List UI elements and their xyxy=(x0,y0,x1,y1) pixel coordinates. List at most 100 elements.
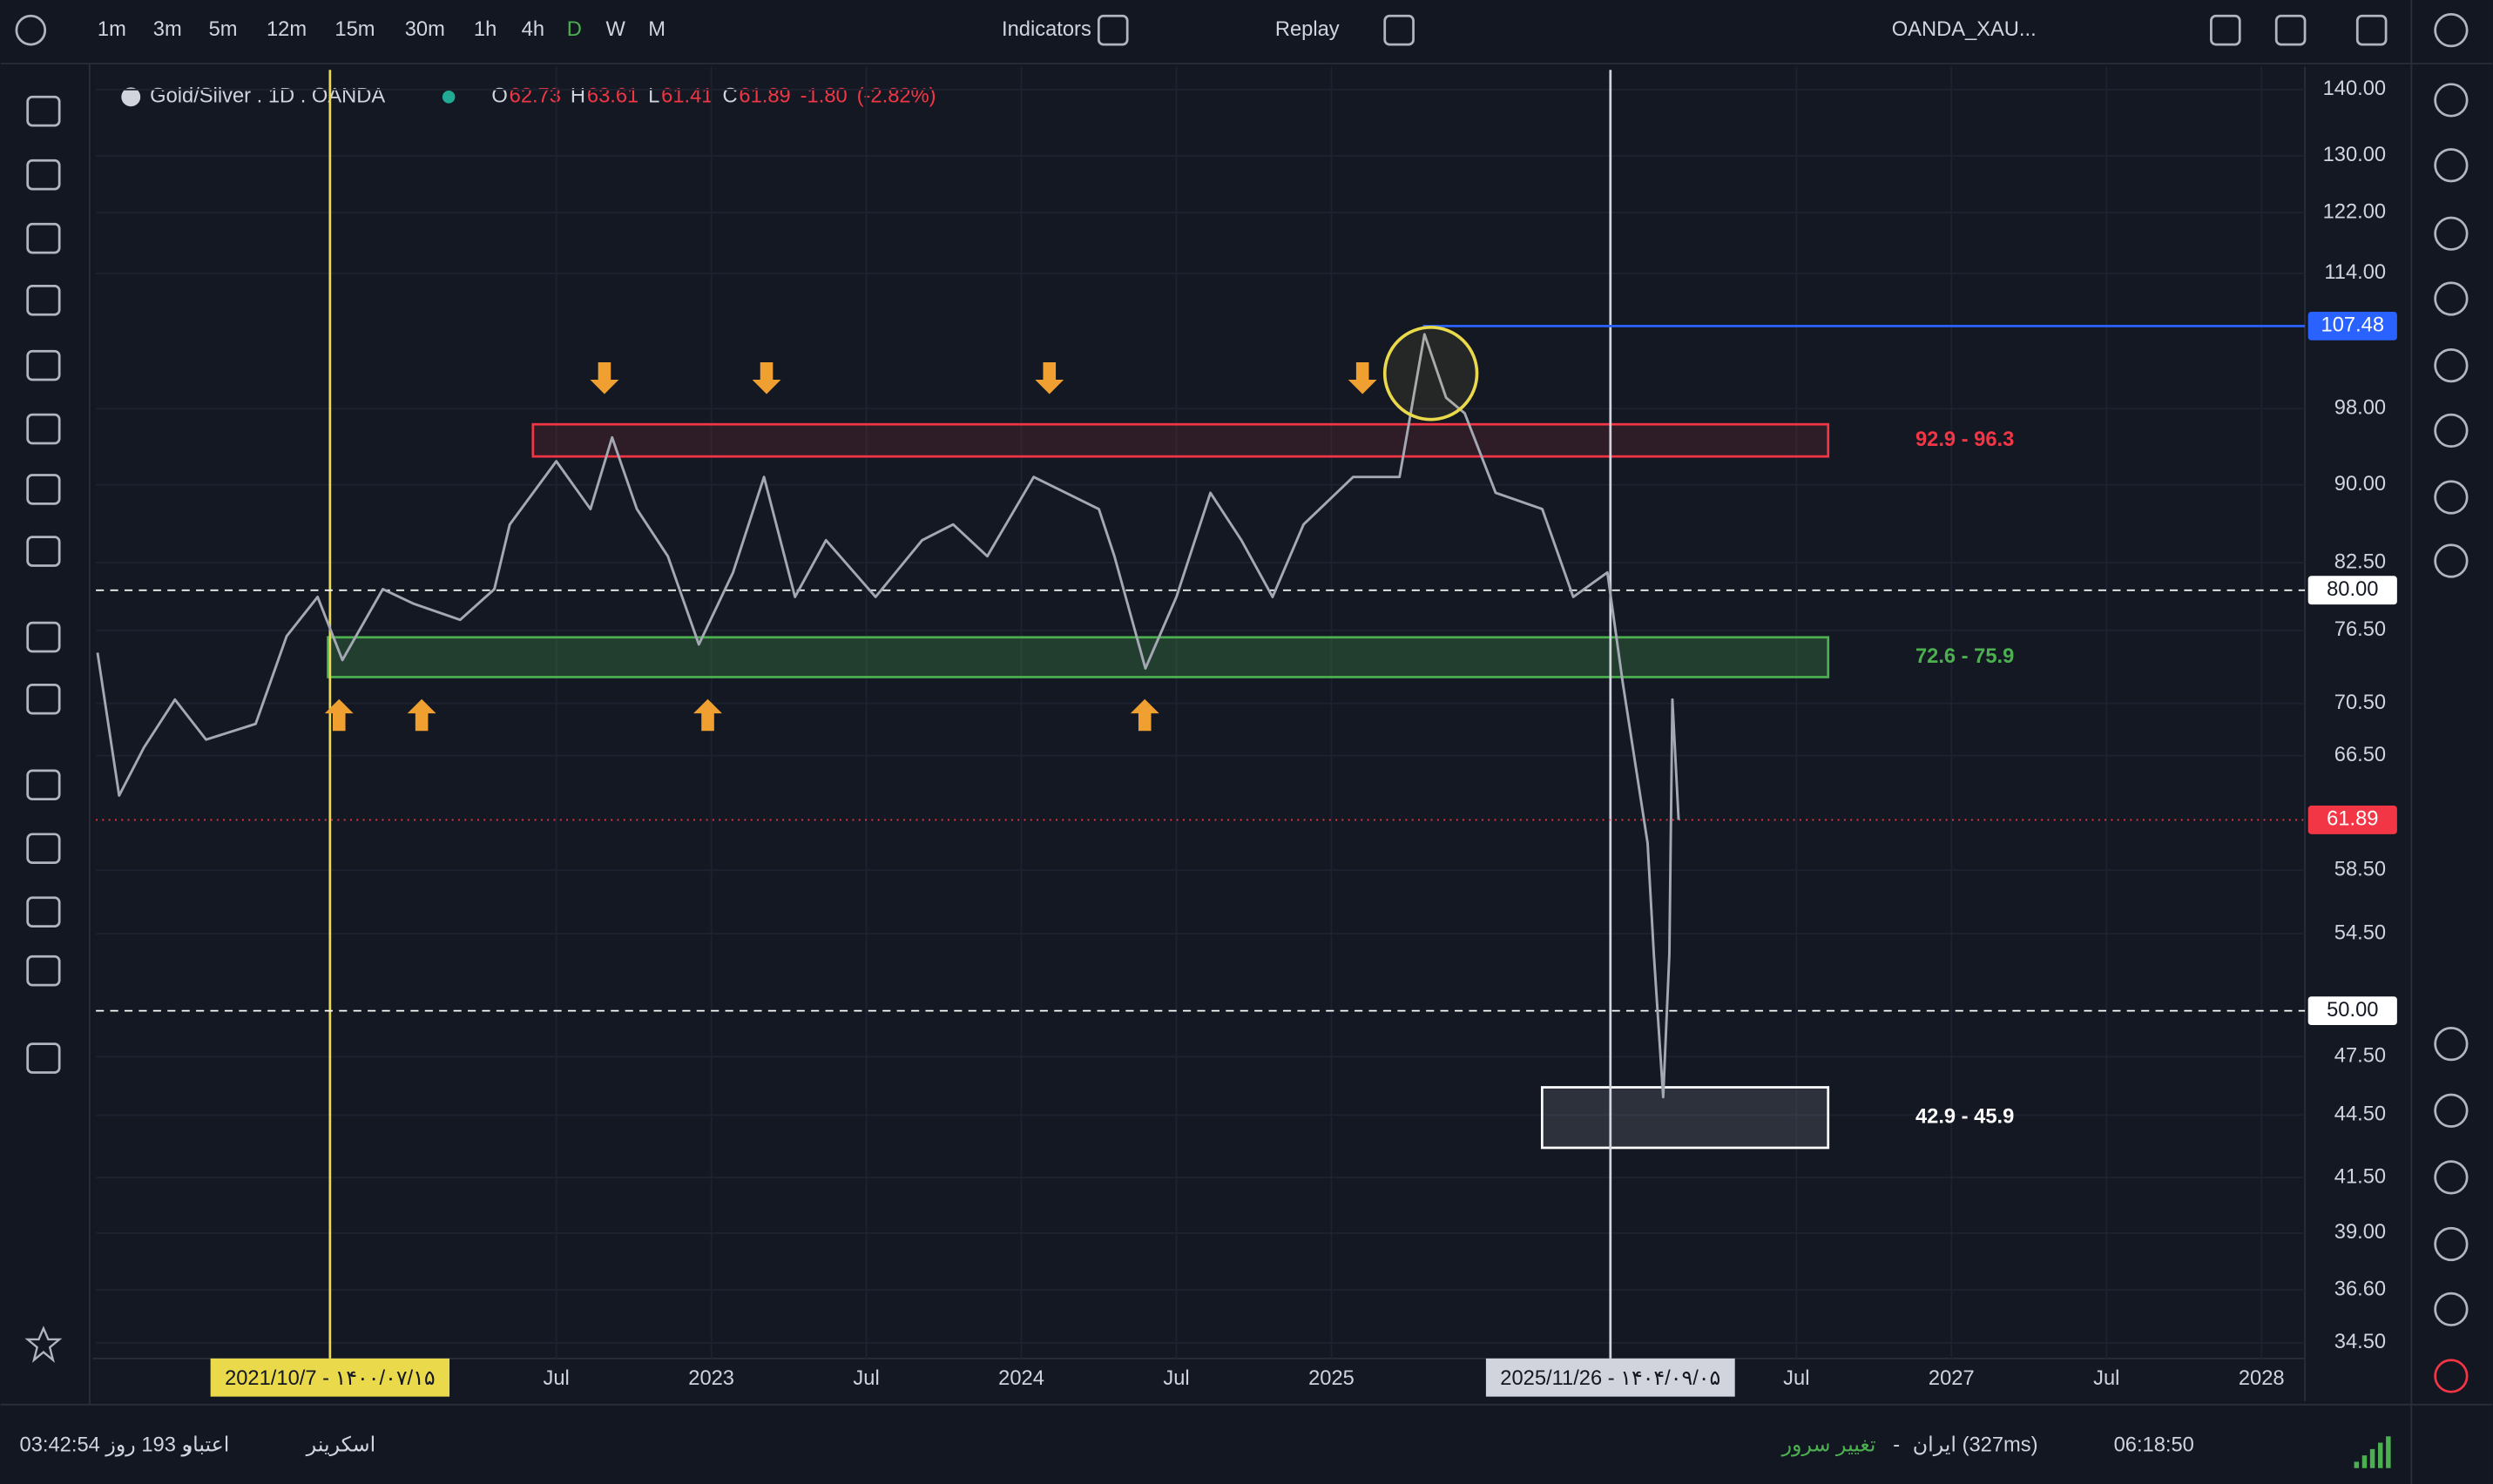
tool-icon[interactable] xyxy=(26,95,61,127)
interval-button[interactable]: 1h xyxy=(474,18,497,41)
side-icon[interactable] xyxy=(2434,148,2469,183)
y-tick-label: 140.00 xyxy=(2323,78,2387,100)
tool-icon[interactable] xyxy=(26,474,61,505)
x-tick-label: 2023 xyxy=(688,1367,734,1390)
price-label-box xyxy=(2307,311,2397,341)
ohlc-text: 63.61 xyxy=(587,85,638,108)
price-line-series xyxy=(96,333,1680,1099)
side-icon[interactable] xyxy=(2434,1027,2469,1062)
signal-bar xyxy=(2377,1442,2383,1468)
side-icon[interactable] xyxy=(2434,480,2469,515)
toolbar-icon[interactable] xyxy=(2355,14,2388,46)
toolbar-icon[interactable] xyxy=(2210,14,2241,46)
legend-symbol: Gold/Silver . 1D . OANDA xyxy=(150,85,385,108)
indicators-button[interactable]: Indicators xyxy=(1002,18,1091,41)
toolbar-icon[interactable] xyxy=(1097,14,1129,46)
x-tick-label: Jul xyxy=(853,1367,879,1390)
x-tick-label: 2024 xyxy=(998,1367,1044,1390)
y-tick-label: 90.00 xyxy=(2334,473,2386,496)
tool-icon[interactable] xyxy=(26,769,61,801)
tool-icon[interactable] xyxy=(26,536,61,567)
arrow xyxy=(1348,361,1377,395)
y-tick-label: 36.60 xyxy=(2334,1278,2386,1300)
tool-icon[interactable] xyxy=(26,1042,61,1074)
price-label: 61.89 xyxy=(2327,808,2378,831)
side-icon[interactable] xyxy=(2434,1292,2469,1326)
ohlc-text: (-2.82%) xyxy=(857,85,936,108)
tool-icon[interactable] xyxy=(26,896,61,928)
y-tick-label: 34.50 xyxy=(2334,1331,2386,1353)
y-tick-label: 58.50 xyxy=(2334,859,2386,881)
side-icon[interactable] xyxy=(2434,216,2469,251)
y-tick-label: 54.50 xyxy=(2334,921,2386,944)
side-icon[interactable] xyxy=(2434,1359,2469,1393)
interval-button[interactable]: 4h xyxy=(522,18,544,41)
tool-icon[interactable] xyxy=(26,683,61,715)
symbol-selector[interactable]: OANDA_XAU... xyxy=(1892,18,2037,41)
interval-button[interactable]: 5m xyxy=(209,18,238,41)
y-tick-label: 82.50 xyxy=(2334,550,2386,573)
status-text: 06:18:50 xyxy=(2114,1433,2194,1456)
interval-button[interactable]: 30m xyxy=(405,18,445,41)
interval-button[interactable]: D xyxy=(567,18,582,41)
tool-icon[interactable] xyxy=(26,954,61,987)
tool-icon[interactable] xyxy=(26,285,61,316)
status-text: اسکرینر xyxy=(306,1433,375,1456)
interval-button[interactable]: 1m xyxy=(98,18,126,41)
ohlc-text: L xyxy=(648,85,659,108)
interval-button[interactable]: W xyxy=(606,18,626,41)
side-icon[interactable] xyxy=(2434,13,2469,48)
price-label-box xyxy=(2307,806,2397,834)
x-tick-label: Jul xyxy=(1163,1367,1189,1390)
interval-button[interactable]: 15m xyxy=(334,18,375,41)
arrow xyxy=(752,361,781,395)
y-tick-label: 44.50 xyxy=(2334,1103,2386,1126)
y-tick-label: 47.50 xyxy=(2334,1045,2386,1068)
side-icon[interactable] xyxy=(2434,281,2469,316)
symbol-logo xyxy=(121,87,141,107)
signal-bar xyxy=(2369,1448,2375,1468)
interval-button[interactable]: 12m xyxy=(267,18,307,41)
interval-button[interactable]: 3m xyxy=(153,18,182,41)
y-tick-label: 66.50 xyxy=(2334,744,2386,766)
icons xyxy=(24,13,2469,1468)
side-icon[interactable] xyxy=(2434,348,2469,383)
ohlc-text: C xyxy=(722,85,737,108)
toolbar-icon[interactable] xyxy=(2274,14,2307,46)
side-icon[interactable] xyxy=(2434,1093,2469,1128)
x-tick-label: Jul xyxy=(2093,1367,2119,1390)
replay-button[interactable]: Replay xyxy=(1275,18,1340,41)
toolbar-icon[interactable] xyxy=(1383,14,1415,46)
side-icon[interactable] xyxy=(2434,543,2469,578)
interval-button[interactable]: M xyxy=(648,18,665,41)
ohlc-text: 61.41 xyxy=(661,85,713,108)
y-tick-label: 114.00 xyxy=(2324,261,2386,284)
tool-icon[interactable] xyxy=(26,159,61,191)
x-tick-label: Jul xyxy=(1783,1367,1809,1390)
market-status xyxy=(442,90,456,104)
tool-icon[interactable] xyxy=(26,621,61,653)
side-icon[interactable] xyxy=(2434,1226,2469,1262)
y-tick-label: 122.00 xyxy=(2323,200,2387,223)
x-tick-label: 2025 xyxy=(1308,1367,1355,1390)
status-text: - xyxy=(1893,1433,1900,1456)
tool-icon[interactable] xyxy=(26,833,61,865)
arrow xyxy=(693,698,722,732)
y-tick-label: 39.00 xyxy=(2334,1221,2386,1244)
add-symbol-button[interactable] xyxy=(15,14,47,46)
side-icon[interactable] xyxy=(2434,413,2469,449)
ohlc-text: 61.89 xyxy=(739,85,790,108)
side-icon[interactable] xyxy=(2434,1160,2469,1195)
tool-icon[interactable] xyxy=(26,413,61,445)
tool-icon[interactable] xyxy=(26,349,61,381)
arrow xyxy=(590,361,619,395)
price-label-box xyxy=(2307,996,2397,1026)
zone-box xyxy=(1540,1086,1830,1150)
zone-label: 72.6 - 75.9 xyxy=(1915,645,2014,668)
ohlc-text: H xyxy=(571,85,585,108)
tool-icon[interactable] xyxy=(26,222,61,254)
side-icon[interactable] xyxy=(2434,83,2469,118)
status-text: تغییر سرور xyxy=(1781,1433,1876,1456)
